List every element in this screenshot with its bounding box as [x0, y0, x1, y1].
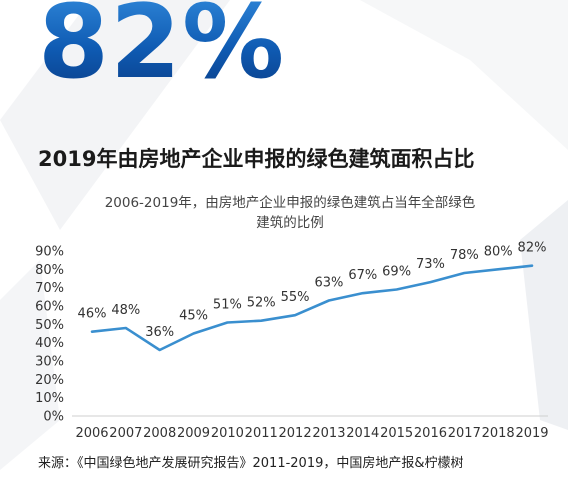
data-labels: 46% 48% 36% 45% 51% 52% 55% 63% 67% 69% 73% 78% 80% 8… [78, 241, 547, 340]
chart-title-line2: 建筑的比例 [256, 215, 324, 231]
x-tick-label: 2019 [515, 426, 548, 441]
y-tick-label: 30% [35, 355, 64, 370]
x-tick-label: 2010 [211, 426, 244, 441]
y-tick-label: 40% [35, 336, 64, 351]
y-tick-label: 90% [35, 245, 64, 260]
y-tick-label: 20% [35, 373, 64, 388]
x-tick-label: 2013 [312, 426, 345, 441]
data-label: 52% [247, 296, 276, 311]
x-tick-label: 2012 [279, 426, 312, 441]
x-tick-label: 2018 [482, 426, 515, 441]
x-tick-label: 2014 [346, 426, 379, 441]
data-label: 80% [484, 244, 513, 259]
data-label: 78% [450, 248, 479, 263]
data-label: 36% [145, 325, 174, 340]
chart-title-line1: 2006-2019年，由房地产企业申报的绿色建筑占当年全部绿色 [104, 195, 476, 211]
data-label: 48% [111, 303, 140, 318]
y-tick-label: 80% [35, 263, 64, 278]
y-tick-label: 70% [35, 281, 64, 296]
y-axis-ticks: 0% 10% 20% 30% 40% 50% 60% 70% 80% 90% [35, 245, 64, 425]
series-line [90, 264, 534, 352]
x-tick-label: 2015 [380, 426, 413, 441]
x-tick-label: 2011 [245, 426, 278, 441]
chart-title: 2006-2019年，由房地产企业申报的绿色建筑占当年全部绿色 建筑的比例 [60, 193, 520, 233]
y-tick-label: 10% [35, 391, 64, 406]
source-note: 来源：《中国绿色地产发展研究报告》2011-2019，中国房地产报&柠檬树 [38, 456, 464, 471]
data-label: 46% [78, 307, 107, 322]
x-tick-label: 2016 [414, 426, 447, 441]
x-tick-label: 2008 [143, 426, 176, 441]
y-tick-label: 60% [35, 300, 64, 315]
data-label: 82% [518, 241, 547, 256]
data-label: 55% [281, 290, 310, 305]
data-label: 69% [382, 265, 411, 280]
x-axis-ticks: 2006 2007 2008 2009 2010 2011 2012 2013 2014 2015… [75, 426, 548, 441]
y-tick-label: 50% [35, 318, 64, 333]
headline-title: 2019年由房地产企业申报的绿色建筑面积占比 [38, 147, 475, 171]
data-label: 73% [416, 257, 445, 272]
data-label: 51% [213, 298, 242, 313]
data-label: 45% [179, 309, 208, 324]
y-tick-label: 0% [43, 410, 64, 425]
highlight-percentage: 82% [38, 0, 285, 94]
x-tick-label: 2006 [75, 426, 108, 441]
x-tick-label: 2009 [177, 426, 210, 441]
data-label: 67% [348, 268, 377, 283]
data-label: 63% [314, 276, 343, 291]
x-tick-label: 2007 [109, 426, 142, 441]
x-tick-label: 2017 [448, 426, 481, 441]
